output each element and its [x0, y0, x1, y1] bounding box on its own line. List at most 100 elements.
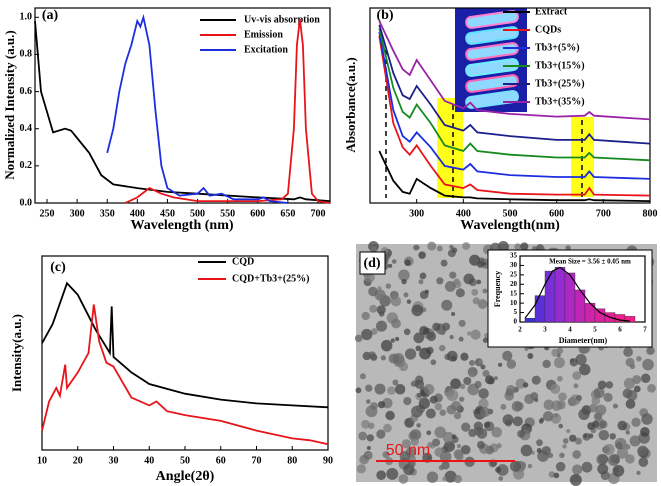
panel-label: (c) — [50, 260, 66, 275]
tem-particle — [377, 401, 386, 409]
tem-particle — [368, 351, 376, 359]
tem-particle — [566, 428, 571, 434]
tem-particle — [542, 359, 551, 369]
tem-particle — [596, 454, 608, 465]
tem-particle — [496, 443, 502, 449]
tem-particle — [588, 403, 598, 413]
y-tick-label: 1.0 — [20, 12, 33, 23]
panel-label: (d) — [363, 256, 380, 271]
tem-particle — [482, 369, 490, 378]
tem-particle — [391, 318, 401, 329]
x-tick-label: 800 — [643, 208, 658, 219]
tem-particle — [455, 452, 464, 462]
tem-particle — [442, 476, 447, 481]
tem-particle — [477, 299, 488, 309]
tem-particle — [531, 375, 541, 385]
tem-particle — [366, 434, 375, 442]
tem-particle — [359, 373, 366, 380]
tem-particle — [476, 428, 488, 439]
tem-particle — [484, 421, 491, 428]
x-tick-label: 30 — [109, 455, 119, 466]
panel-label: (a) — [42, 8, 59, 23]
x-tick-label: 250 — [40, 208, 55, 219]
tem-particle — [432, 438, 441, 447]
series-line — [378, 150, 651, 202]
tem-particle — [550, 383, 561, 394]
tem-particle — [539, 417, 545, 423]
series-line — [378, 35, 651, 197]
tem-particle — [380, 355, 386, 361]
tem-particle — [579, 363, 591, 376]
y-axis-label: Absorbance(a.u.) — [343, 57, 358, 152]
tem-particle — [416, 423, 421, 428]
x-tick-label: 20 — [73, 455, 83, 466]
tem-particle — [498, 476, 504, 481]
tem-particle — [517, 429, 526, 438]
tem-particle — [555, 461, 566, 472]
tem-particle — [460, 352, 469, 361]
tem-particle — [527, 353, 534, 360]
tem-particle — [583, 433, 588, 439]
tem-particle — [414, 379, 425, 389]
tem-particle — [418, 279, 424, 285]
series-line — [378, 28, 651, 162]
legend-label: CQDs — [535, 24, 561, 35]
tem-particle — [410, 437, 419, 446]
tem-particle — [441, 299, 453, 311]
tem-particle — [395, 336, 400, 342]
tem-particle — [574, 437, 582, 445]
tem-particle — [388, 353, 399, 364]
tem-particle — [587, 422, 595, 430]
x-tick-label: 5 — [593, 326, 597, 334]
tem-particle — [502, 414, 514, 426]
tem-particle — [498, 362, 503, 367]
tem-particle — [441, 322, 451, 331]
tem-particle — [482, 337, 489, 343]
tem-particle — [363, 450, 373, 460]
tem-particle — [418, 251, 426, 259]
tem-particle — [505, 388, 514, 397]
tem-particle — [458, 319, 466, 327]
tem-particle — [388, 263, 393, 268]
tem-particle — [384, 253, 391, 260]
tem-particle — [467, 331, 472, 336]
tem-particle — [461, 422, 471, 432]
tem-particle — [562, 438, 569, 444]
tem-particle — [406, 299, 412, 304]
tem-particle — [542, 411, 554, 422]
tem-particle — [512, 416, 523, 427]
tem-particle — [626, 390, 638, 401]
tem-particle — [609, 433, 616, 440]
tem-particle — [509, 460, 522, 472]
tem-particle — [390, 295, 402, 307]
tem-particle — [524, 393, 535, 405]
y-tick-label: 5 — [514, 308, 518, 316]
tem-particle — [361, 419, 370, 429]
legend-label: Emission — [244, 29, 283, 40]
tem-particle — [558, 423, 564, 429]
vial — [465, 10, 519, 29]
tem-particle — [597, 463, 609, 475]
x-tick-label: 400 — [130, 208, 145, 219]
tem-particle — [453, 412, 462, 420]
tem-particle — [638, 457, 649, 467]
label-box — [359, 251, 386, 275]
x-axis-label: Diameter(nm) — [559, 336, 608, 345]
tem-particle — [459, 383, 466, 390]
tem-particle — [429, 395, 438, 404]
tem-particle — [361, 328, 373, 341]
tem-particle — [354, 334, 363, 343]
tem-particle — [625, 399, 636, 409]
tem-particle — [392, 379, 399, 386]
tem-particle — [446, 350, 458, 362]
tem-particle — [610, 453, 620, 464]
tem-particle — [446, 389, 459, 402]
y-tick-label: 0.2 — [20, 160, 33, 171]
tem-particle — [438, 344, 446, 352]
tem-particle — [572, 371, 582, 381]
y-tick-label: 0.6 — [20, 86, 33, 97]
tem-particle — [413, 332, 425, 344]
tem-particle — [569, 434, 577, 442]
tem-particle — [423, 327, 430, 335]
tem-particle — [419, 347, 432, 360]
